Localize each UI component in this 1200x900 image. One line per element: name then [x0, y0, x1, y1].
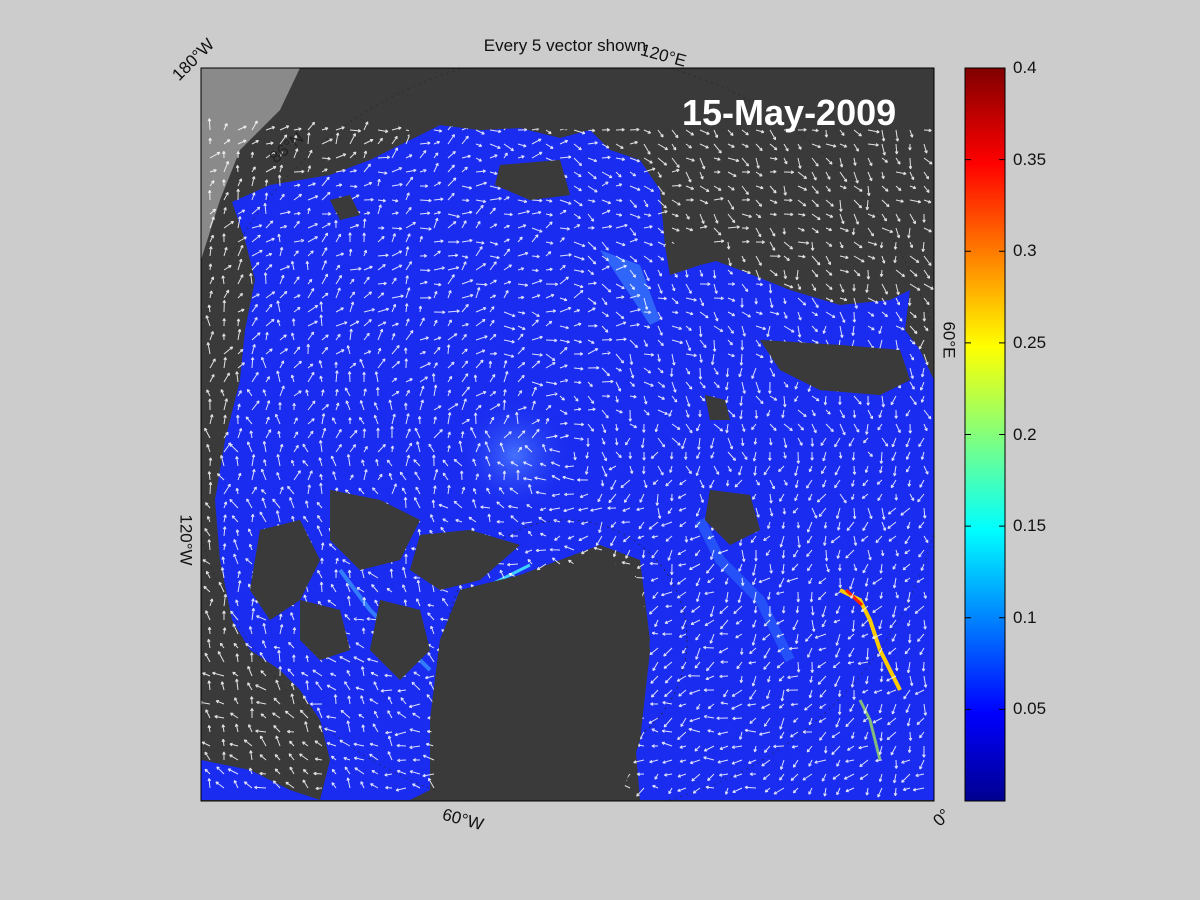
date-label: 15-May-2009 — [682, 92, 897, 133]
fast-drift-edge — [858, 699, 882, 761]
land-mask-overlay — [250, 520, 320, 620]
land-mask-overlay — [410, 530, 520, 590]
colorbar-tick-label: 0.2 — [1013, 424, 1037, 444]
colorbar-tick-label: 0.3 — [1013, 241, 1037, 261]
masked-area — [201, 68, 300, 260]
colorbar — [964, 67, 1006, 802]
fast-drift-zone — [455, 395, 575, 515]
lon-label-60e: 60°E — [939, 321, 959, 359]
land-mask-overlay — [330, 490, 420, 570]
colorbar-tick-label: 0.05 — [1013, 699, 1047, 719]
colorbar-tick-label: 0.1 — [1013, 607, 1037, 627]
map-border — [200, 67, 935, 802]
vector-arrows — [201, 118, 934, 798]
land-mask-overlay — [430, 560, 650, 800]
colorbar-tick-label: 0.15 — [1013, 516, 1047, 536]
land-mask-overlay — [300, 600, 350, 660]
land-mask-overlay — [705, 395, 730, 420]
lon-label-120w: 120°W — [176, 514, 196, 566]
colorbar-tick-marks — [965, 67, 1005, 710]
fast-drift-streak — [600, 250, 660, 325]
fast-drift-streak — [695, 517, 795, 663]
land-mask-overlay — [330, 195, 360, 220]
colorbar-tick-label: 0.35 — [1013, 149, 1047, 169]
plot-title: Every 5 vector shown — [483, 36, 647, 55]
land-mask-overlay — [405, 90, 600, 140]
land-mask-overlay — [665, 240, 740, 275]
drift-vectors — [201, 118, 934, 798]
land-mask-overlay — [495, 160, 570, 200]
fast-drift-edge — [844, 588, 864, 607]
land-mask-overlay — [705, 490, 760, 545]
land-mask-overlay — [370, 600, 430, 680]
colorbar-tick-label: 0.4 — [1013, 58, 1037, 77]
colorbar-tick-label: 0.25 — [1013, 332, 1047, 352]
graticule — [446, 519, 688, 761]
land-mask-overlay — [760, 340, 910, 395]
